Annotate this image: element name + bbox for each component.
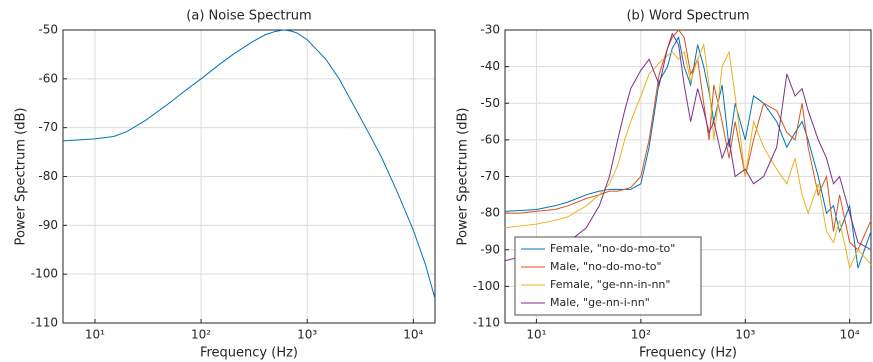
- y-tick-label: -70: [480, 169, 500, 183]
- y-tick-label: -90: [38, 218, 58, 232]
- x-tick-label: 10²: [631, 328, 651, 342]
- legend-label: Female, "ge-nn-in-nn": [550, 278, 670, 291]
- x-tick-label: 10³: [735, 328, 755, 342]
- y-tick-label: -80: [480, 206, 500, 220]
- x-tick-label: 10¹: [526, 328, 546, 342]
- y-tick-label: -50: [480, 96, 500, 110]
- y-tick-label: -60: [480, 132, 500, 146]
- legend-label: Male, "no-do-mo-to": [550, 260, 662, 273]
- y-tick-label: -110: [473, 316, 500, 330]
- y-axis-label: Power Spectrum (dB): [14, 108, 29, 246]
- legend: Female, "no-do-mo-to" Male, "no-do-mo-to"…: [514, 236, 702, 316]
- y-tick-label: -40: [480, 59, 500, 73]
- series-line: [504, 32, 872, 262]
- x-tick-label: 10²: [191, 328, 211, 342]
- y-tick-label: -50: [38, 23, 58, 37]
- x-tick-label: 10⁴: [840, 328, 860, 342]
- y-tick-label: -60: [38, 71, 58, 85]
- x-tick-label: 10⁴: [403, 328, 423, 342]
- y-tick-label: -80: [38, 169, 58, 183]
- chart-title: (b) Word Spectrum: [626, 9, 749, 24]
- y-tick-label: -30: [480, 23, 500, 37]
- y-tick-label: -70: [38, 120, 58, 134]
- plot-frame: [62, 29, 436, 324]
- series-line: [505, 29, 872, 251]
- y-tick-label: -100: [473, 279, 500, 293]
- axes: -110 -100 -90 -80 -70 -60 -50 -40 -30 10¹ 10² 10³ 10…: [456, 9, 872, 361]
- axes: -110 -100 -90 -80 -70 -60 -50 10¹ 10² 10³ 10⁴ (a) N…: [14, 9, 436, 361]
- legend-box: [514, 236, 702, 316]
- y-tick-label: -100: [31, 267, 58, 281]
- legend-label: Female, "no-do-mo-to": [550, 242, 675, 255]
- chart-title: (a) Noise Spectrum: [186, 9, 311, 24]
- plot-frame: [504, 29, 872, 324]
- series-line: [62, 29, 436, 299]
- legend-label: Male, "ge-nn-i-nn": [550, 296, 650, 309]
- x-axis-label: Frequency (Hz): [200, 346, 298, 361]
- x-axis-label: Frequency (Hz): [639, 346, 737, 361]
- y-tick-label: -90: [480, 242, 500, 256]
- x-tick-label: 10³: [297, 328, 317, 342]
- series-line: [504, 35, 872, 269]
- y-axis-label: Power Spectrum (dB): [456, 108, 471, 246]
- x-tick-label: 10¹: [85, 328, 105, 342]
- y-tick-label: -110: [31, 316, 58, 330]
